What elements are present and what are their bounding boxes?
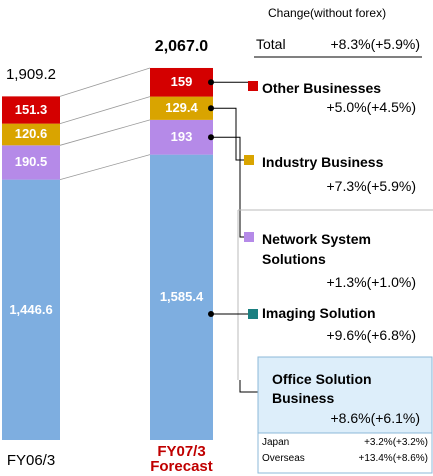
breakdown-change: +3.2%(+3.2%) (364, 437, 428, 448)
bar-connector (59, 119, 151, 146)
header: Change(without forex) (268, 6, 387, 20)
series-name: Network System Solutions (262, 231, 371, 267)
value-label: 120.6 (14, 126, 48, 142)
leader-line (211, 107, 244, 161)
bar-connector (59, 67, 151, 97)
leader-line (211, 136, 244, 238)
annotation-name: Imaging Solution (262, 305, 376, 321)
total-change: +8.3%(+5.9%) (330, 36, 421, 52)
total-value: 2,067.0 (154, 37, 209, 55)
annotation-change: +9.6%(+6.8%) (326, 327, 417, 343)
leader-dot (208, 134, 214, 141)
bar-connector (59, 96, 151, 124)
category-label: FY06/3 (6, 452, 56, 469)
leader-dot (208, 79, 214, 86)
bar-segment (150, 119, 213, 155)
series-change: +7.3%(+5.9%) (326, 178, 417, 194)
bar-segment (2, 145, 60, 180)
value-label: 1,446.6 (9, 301, 53, 317)
breakdown-name: Japan (262, 437, 290, 448)
leader-dot (208, 311, 214, 317)
legend-swatch (248, 309, 258, 319)
value-label: 151.3 (14, 101, 48, 117)
legend-swatch (244, 232, 254, 242)
legend-swatch (244, 155, 254, 165)
series-name: Office Solution Business (272, 371, 372, 406)
bar-segment (2, 123, 60, 146)
value-label: 1,585.4 (159, 289, 204, 305)
series-change: +8.6%(+6.1%) (330, 410, 421, 426)
breakdown-box (257, 432, 433, 474)
office-box (257, 356, 433, 434)
total-value: 1,909.2 (5, 66, 57, 84)
value-label: 159 (170, 74, 193, 90)
category-label: FY07/3 Forecast (150, 443, 213, 475)
series-name: Other Businesses (262, 80, 382, 96)
bar-segment (150, 67, 213, 97)
bar-connector (59, 154, 151, 180)
breakdown-name: Overseas (262, 453, 305, 464)
bar-segment (2, 179, 60, 440)
legend-swatch (248, 81, 258, 91)
leader-dot (208, 105, 214, 112)
bar-segment (2, 96, 60, 124)
total-label: Total (256, 36, 286, 52)
value-label: 193 (170, 129, 193, 145)
value-label: 190.5 (14, 154, 48, 170)
leader-line (239, 380, 258, 393)
value-label: 129.4 (165, 100, 198, 116)
frame-line (237, 209, 433, 380)
bar-segment (150, 96, 213, 120)
series-change: +1.3%(+1.0%) (326, 274, 417, 290)
bar-segment (150, 154, 213, 441)
series-change: +5.0%(+4.5%) (326, 99, 417, 115)
breakdown-change: +13.4%(+8.6%) (358, 453, 429, 464)
series-name: Industry Business (262, 154, 384, 170)
